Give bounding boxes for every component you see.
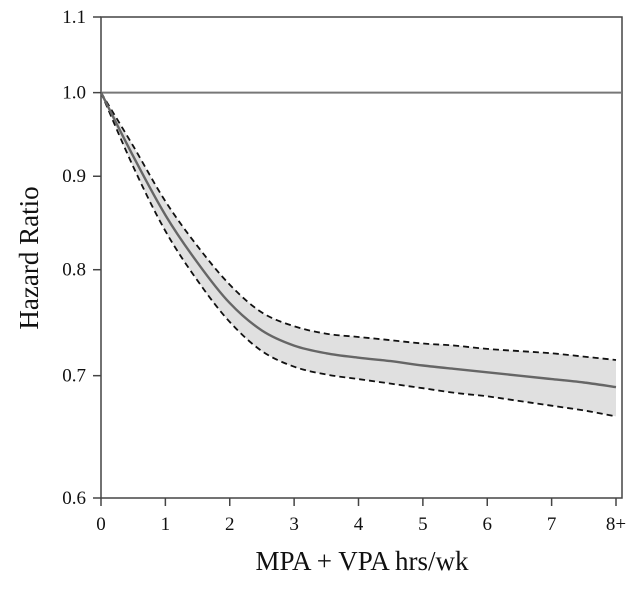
y-tick-label: 0.8 bbox=[62, 260, 86, 281]
y-tick-label: 0.9 bbox=[62, 166, 86, 187]
lower-ci-line bbox=[100, 92, 617, 418]
x-tick-label: 4 bbox=[354, 514, 364, 535]
x-tick-label: 7 bbox=[547, 514, 557, 535]
x-tick-label: 2 bbox=[225, 514, 235, 535]
upper-ci-line bbox=[100, 92, 617, 361]
x-tick-label: 8+ bbox=[606, 514, 626, 535]
plot-frame bbox=[100, 16, 623, 499]
confidence-band bbox=[101, 92, 616, 417]
x-tick-label: 0 bbox=[96, 514, 106, 535]
y-tick-label: 0.7 bbox=[62, 366, 86, 387]
x-tick-label: 1 bbox=[161, 514, 171, 535]
y-axis: 0.6 0.7 0.8 0.9 1.0 1.1 bbox=[62, 7, 101, 509]
y-tick-label: 1.0 bbox=[62, 83, 86, 104]
x-axis-title: MPA + VPA hrs/wk bbox=[255, 546, 469, 576]
estimate-line bbox=[99, 92, 617, 389]
x-axis: 0 1 2 3 4 5 6 7 8+ bbox=[96, 498, 626, 535]
y-tick-label: 1.1 bbox=[62, 7, 86, 28]
series-layer bbox=[99, 92, 617, 418]
y-tick-label: 0.6 bbox=[62, 488, 86, 509]
confidence-band-layer bbox=[101, 92, 616, 417]
x-tick-label: 3 bbox=[289, 514, 299, 535]
x-tick-label: 5 bbox=[418, 514, 428, 535]
x-tick-label: 6 bbox=[483, 514, 493, 535]
y-axis-title: Hazard Ratio bbox=[14, 186, 44, 329]
